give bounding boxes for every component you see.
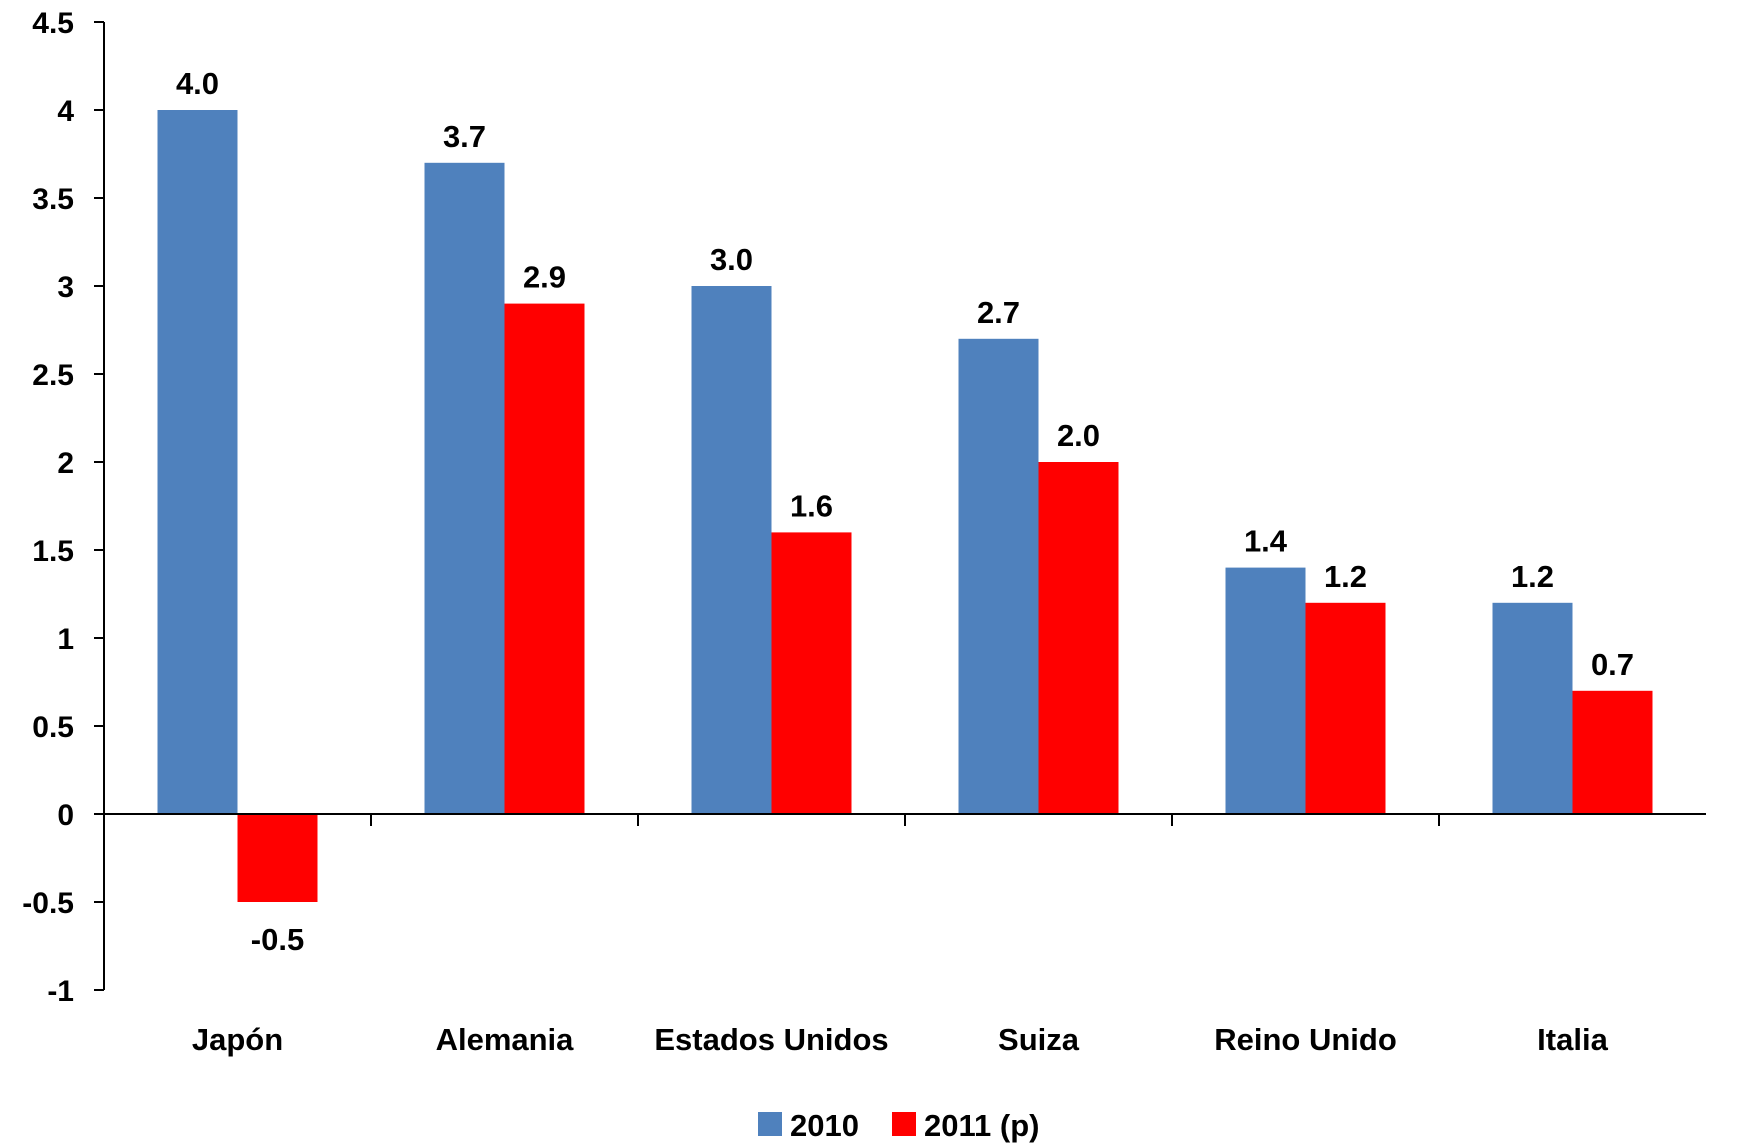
data-label-s1-3: 2.7 <box>977 295 1020 330</box>
category-label-1: Alemania <box>436 1022 575 1057</box>
bar-s2-2 <box>771 532 852 814</box>
data-label-s2-0: -0.5 <box>251 922 304 957</box>
y-tick-label-7: 2.5 <box>32 359 74 392</box>
bar-s1-2 <box>691 286 772 814</box>
y-tick-label-11: 4.5 <box>32 7 74 40</box>
y-tick-label-3: 0.5 <box>32 711 74 744</box>
bar-s2-0 <box>237 814 318 902</box>
data-label-s2-1: 2.9 <box>523 260 566 295</box>
labels-layer: 4.0 -0.5 Japón 3.7 2.9 Alemania 3.0 1.6 Estados … <box>176 66 1634 1057</box>
data-label-s2-5: 0.7 <box>1591 647 1634 682</box>
data-label-s2-4: 1.2 <box>1324 559 1367 594</box>
y-tick-label-1: -0.5 <box>22 887 74 920</box>
legend-label-2: 2011 (p) <box>924 1108 1039 1143</box>
bar-s1-1 <box>424 162 505 815</box>
data-label-s2-2: 1.6 <box>790 488 833 523</box>
y-tick-label-6: 2 <box>57 447 74 480</box>
data-label-s2-3: 2.0 <box>1057 418 1100 453</box>
axes-layer: -1 -0.5 0 0.5 1 1.5 2 2.5 3 3.5 4 4.5 <box>22 7 1706 1008</box>
bar-s1-4 <box>1225 567 1306 814</box>
legend-swatch-1 <box>758 1112 782 1136</box>
bar-s2-3 <box>1038 462 1119 814</box>
data-label-s1-5: 1.2 <box>1511 559 1554 594</box>
category-label-5: Italia <box>1537 1022 1608 1057</box>
bar-s2-5 <box>1572 690 1653 814</box>
data-label-s1-4: 1.4 <box>1244 524 1288 559</box>
category-label-2: Estados Unidos <box>654 1022 888 1057</box>
y-tick-label-10: 4 <box>57 95 74 128</box>
y-tick-label-2: 0 <box>57 799 74 832</box>
y-tick-label-0: -1 <box>47 975 74 1008</box>
category-label-3: Suiza <box>998 1022 1080 1057</box>
category-label-4: Reino Unido <box>1214 1022 1397 1057</box>
data-label-s1-1: 3.7 <box>443 119 486 154</box>
data-label-s1-0: 4.0 <box>176 66 219 101</box>
y-tick-label-9: 3.5 <box>32 183 74 216</box>
legend: 2010 2011 (p) <box>758 1108 1039 1143</box>
y-tick-label-5: 1.5 <box>32 535 74 568</box>
bar-s2-1 <box>504 303 585 814</box>
y-tick-label-8: 3 <box>57 271 74 304</box>
bars-layer <box>157 110 1653 902</box>
data-label-s1-2: 3.0 <box>710 242 753 277</box>
bar-s2-4 <box>1305 602 1386 814</box>
category-label-0: Japón <box>192 1022 283 1057</box>
bar-s1-3 <box>958 338 1039 814</box>
bar-s1-0 <box>157 110 238 814</box>
legend-label-1: 2010 <box>790 1108 859 1143</box>
y-tick-label-4: 1 <box>57 623 74 656</box>
legend-swatch-2 <box>892 1112 916 1136</box>
bar-s1-5 <box>1492 602 1573 814</box>
